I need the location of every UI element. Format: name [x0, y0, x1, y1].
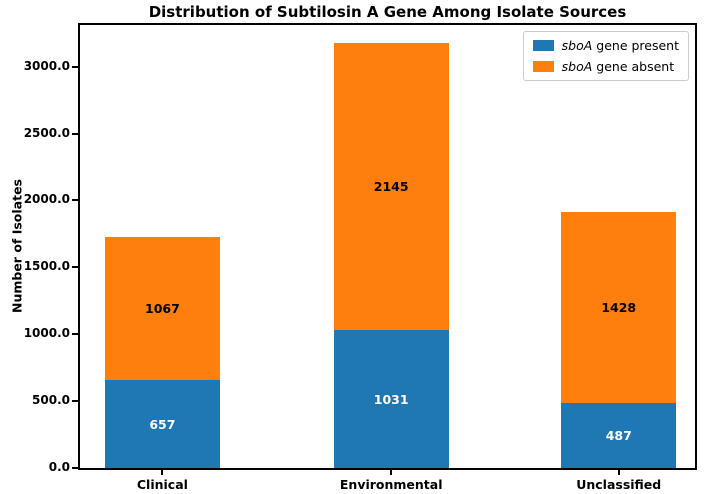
- bar-value-label: 657: [149, 416, 176, 432]
- bar-value-label: 1428: [601, 299, 637, 315]
- y-tick-mark: [72, 467, 78, 469]
- legend-item-present: sboA gene present: [532, 38, 679, 53]
- legend: sboA gene present sboA gene absent: [522, 31, 689, 81]
- y-tick-label: 2000.0: [23, 192, 70, 207]
- bar-value-label: 1031: [373, 391, 409, 407]
- y-tick-label: 2500.0: [23, 125, 70, 140]
- legend-item-absent: sboA gene absent: [532, 59, 679, 74]
- y-tick-label: 500.0: [32, 393, 70, 408]
- y-tick-mark: [72, 199, 78, 202]
- legend-label-present-rest: gene present: [592, 38, 679, 53]
- legend-swatch-absent-icon: [532, 61, 554, 72]
- chart-title: Distribution of Subtilosin A Gene Among …: [148, 3, 627, 21]
- x-tick-mark: [617, 470, 620, 475]
- legend-swatch-present-icon: [532, 40, 554, 51]
- y-tick-mark: [72, 400, 78, 403]
- x-tick-mark: [390, 470, 393, 475]
- y-tick-label: 1500.0: [23, 259, 70, 274]
- y-tick-label: 0.0: [48, 460, 70, 474]
- y-tick-mark: [72, 132, 78, 135]
- bar-segment-present: 1031: [333, 330, 449, 468]
- x-tick-label: Clinical: [136, 477, 188, 492]
- x-tick-label: Environmental: [339, 477, 443, 492]
- legend-label-absent-gene: sboA: [561, 59, 593, 74]
- y-tick-label: 3000.0: [23, 58, 70, 73]
- y-tick-mark: [72, 333, 78, 336]
- y-tick-mark: [72, 65, 78, 68]
- bar-value-label: 487: [605, 427, 632, 443]
- bar-segment-absent: 2145: [333, 43, 449, 331]
- legend-label-present-gene: sboA: [561, 38, 593, 53]
- bar-value-label: 1067: [145, 301, 180, 317]
- x-tick-mark: [161, 470, 164, 475]
- x-tick-label: Unclassified: [576, 477, 662, 492]
- bar-value-label: 2145: [373, 179, 409, 195]
- y-tick-label: 1000.0: [23, 326, 70, 341]
- legend-label-absent-rest: gene absent: [592, 59, 675, 74]
- y-tick-mark: [72, 266, 78, 269]
- legend-label-absent: sboA gene absent: [562, 59, 674, 74]
- bar-segment-present: 657: [104, 380, 220, 468]
- bar-segment-absent: 1067: [104, 237, 220, 381]
- bar-segment-absent: 1428: [561, 211, 677, 403]
- legend-label-present: sboA gene present: [562, 38, 679, 53]
- bar-segment-present: 487: [561, 402, 677, 468]
- plot-area: 0.0 500.0 1000.0 1500.0 2000.0 2500.0 3000.0 6…: [24, 23, 697, 492]
